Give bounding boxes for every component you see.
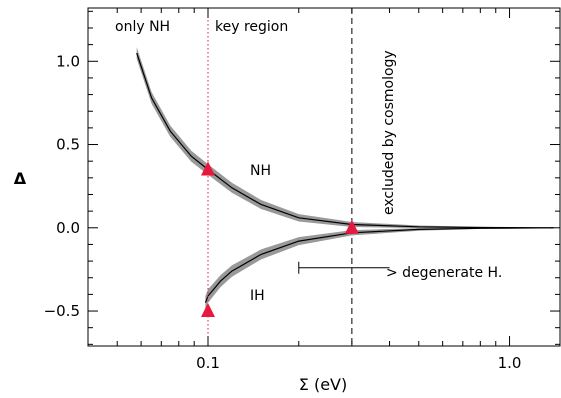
y-axis-title: Δ: [14, 169, 27, 188]
marker-triangle: [344, 219, 359, 234]
line-nh: [136, 52, 554, 229]
excluded-label: excluded by cosmology: [381, 50, 397, 215]
x-tick-label: 0.1: [196, 354, 220, 372]
nh-series-label: NH: [250, 163, 271, 179]
only-nh-label: only NH: [115, 19, 170, 35]
y-tick-label: 1.0: [56, 52, 80, 70]
degenerate-arrow: [298, 261, 390, 274]
band-nh: [136, 47, 554, 229]
markers: [200, 161, 359, 318]
line-ih: [204, 227, 554, 303]
axis-ticks: 0.1 1.0 1.0 0.5 0.0 −0.5: [44, 8, 560, 372]
key-region-label: key region: [215, 19, 288, 35]
reference-lines: [207, 8, 353, 346]
marker-triangle: [200, 303, 215, 318]
y-tick-label: 0.5: [56, 136, 80, 154]
x-axis-title: Σ (eV): [299, 375, 347, 394]
x-tick-label: 1.0: [498, 354, 522, 372]
y-tick-label: −0.5: [44, 302, 80, 320]
marker-triangle: [200, 161, 215, 176]
y-tick-label: 0.0: [56, 219, 80, 237]
ih-series-label: IH: [250, 288, 265, 304]
degenerate-label: > degenerate H.: [386, 265, 502, 281]
plot-frame: [87, 7, 561, 347]
series-lines: [136, 52, 554, 303]
